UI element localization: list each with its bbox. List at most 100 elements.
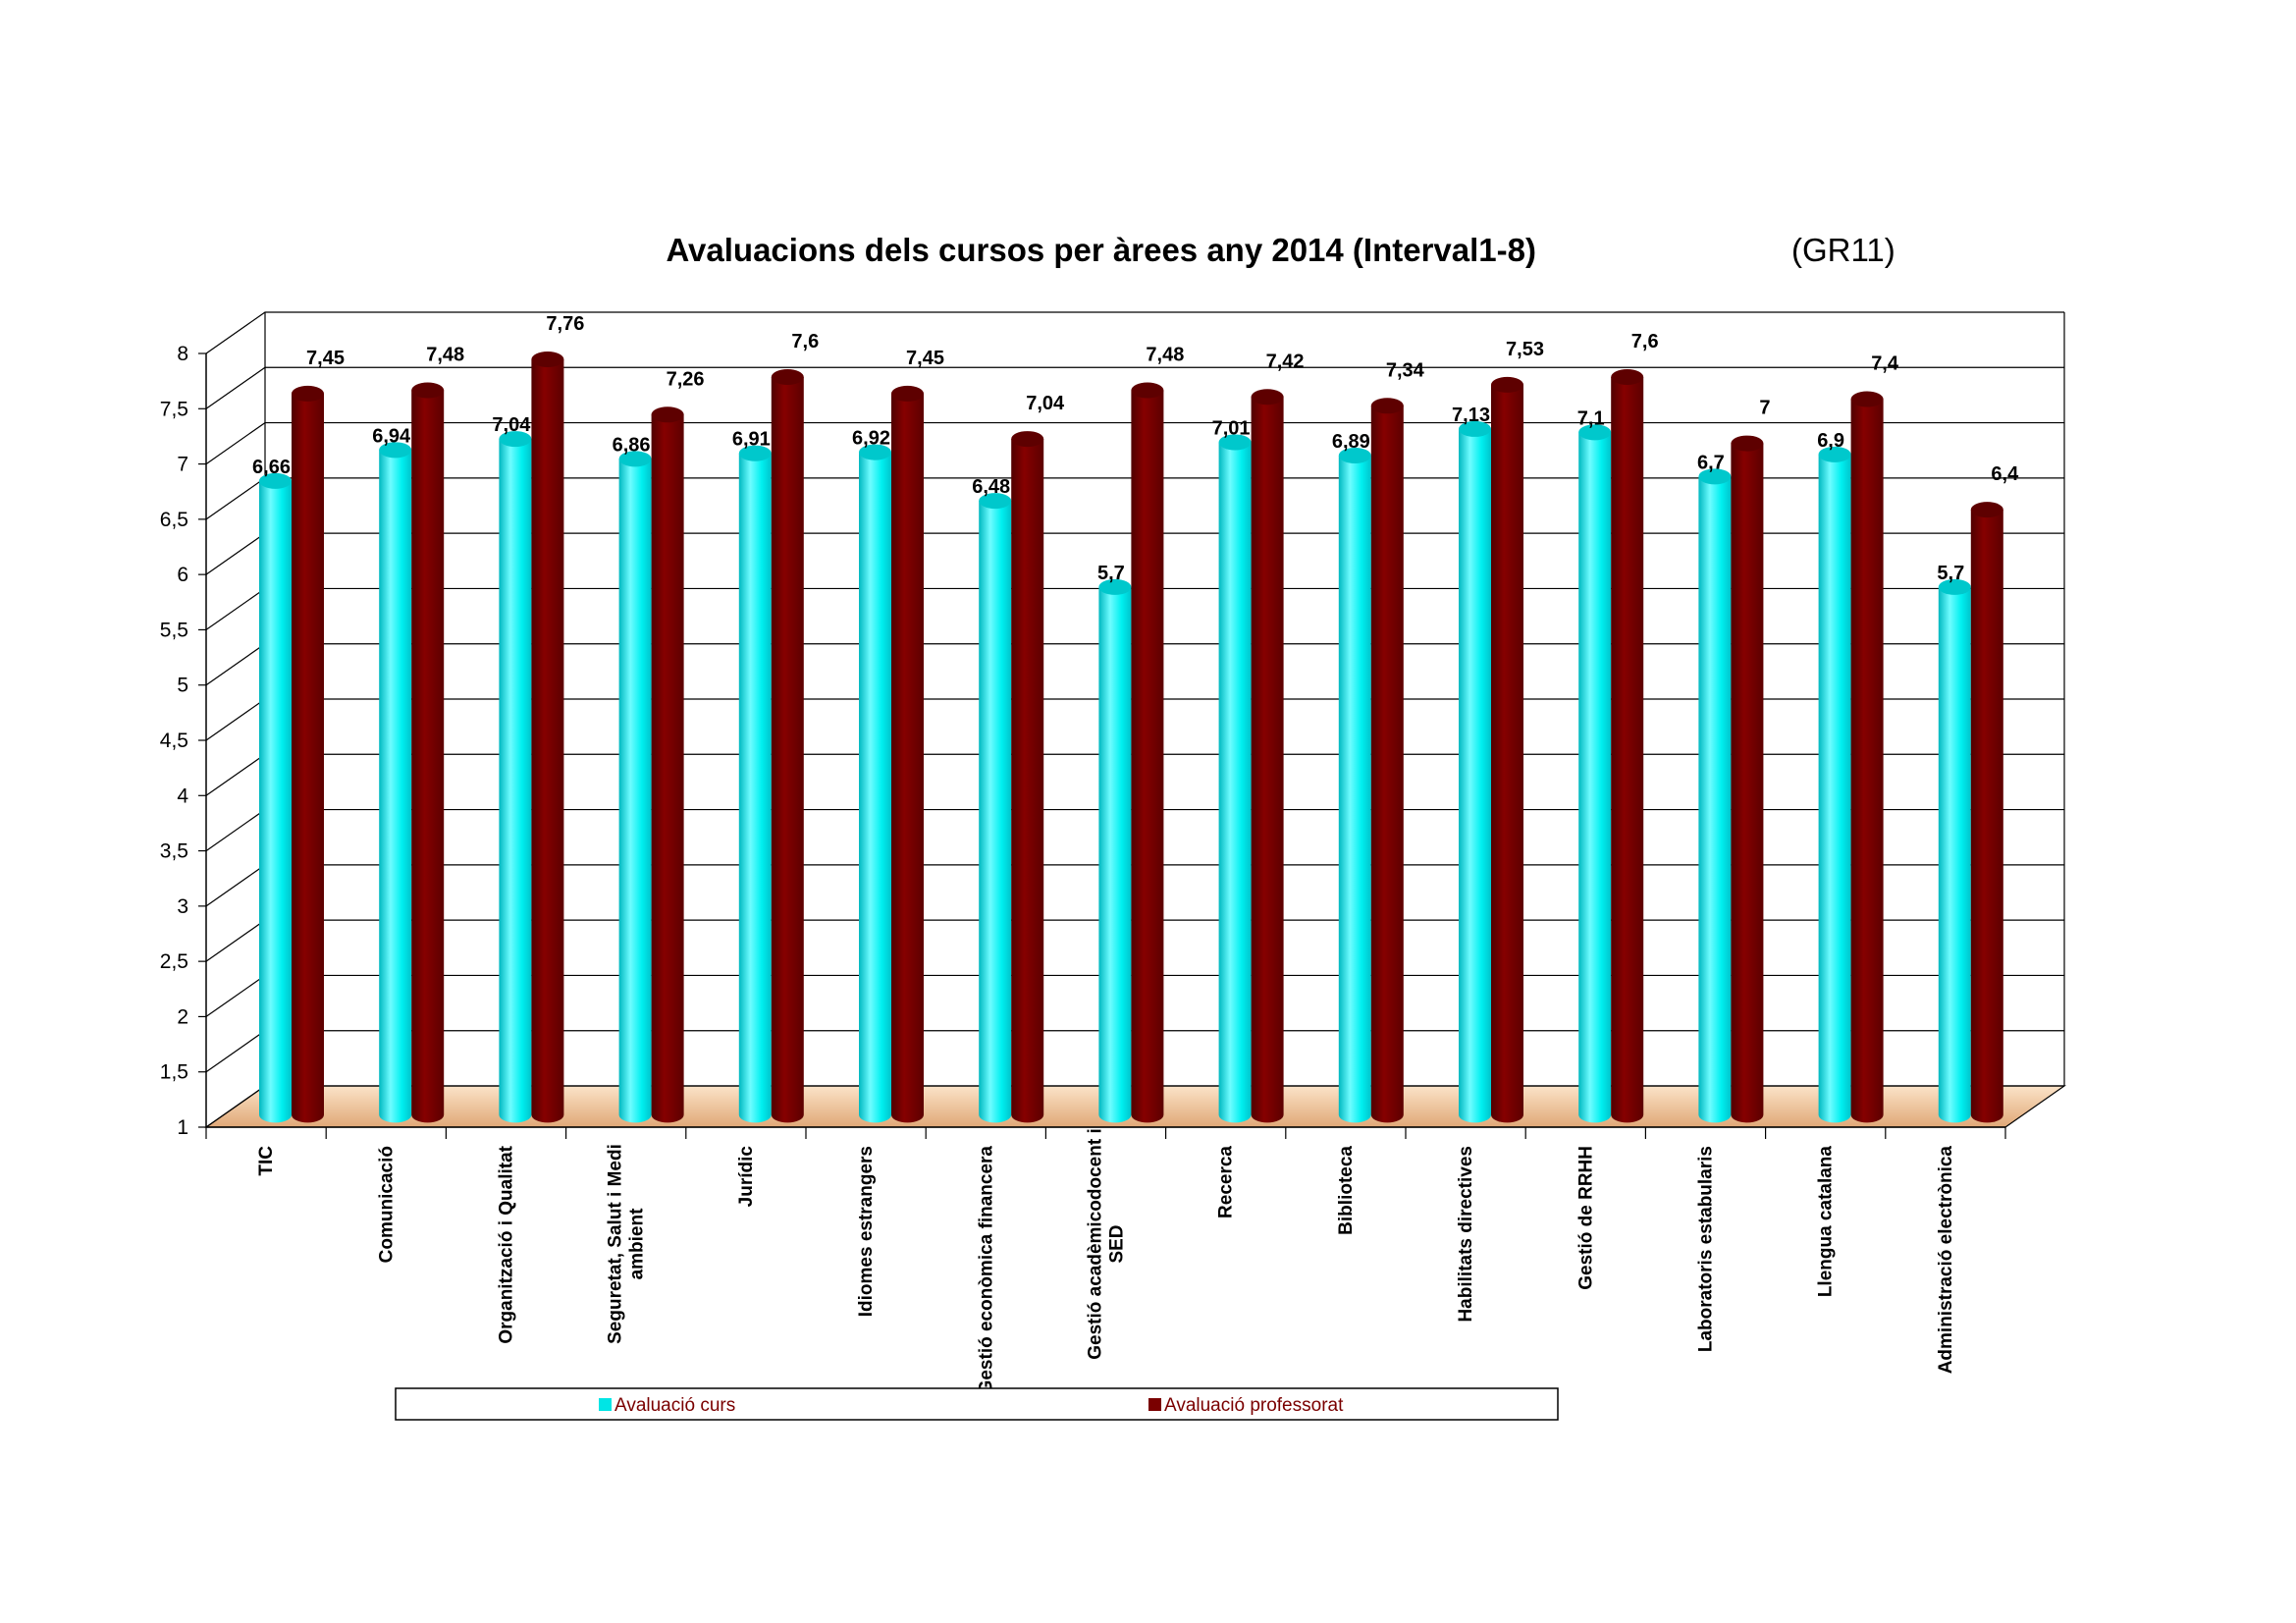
y-tick-label: 4 [177, 784, 188, 807]
bar-avaluacio-curs [618, 451, 652, 1123]
y-tick-label: 3,5 [160, 840, 188, 863]
x-category-label: Organització i Qualitat [497, 1145, 517, 1343]
bar-avaluacio-professorat [1731, 435, 1764, 1123]
bar-cap [1011, 431, 1044, 448]
bar-cap [651, 406, 684, 423]
data-label: 5,7 [1937, 563, 1964, 584]
bar-cap [531, 352, 564, 368]
y-tick-label: 5 [177, 675, 188, 697]
legend-box [395, 1387, 1559, 1421]
x-category-label: Gestió acadèmicodocent i [1086, 1128, 1106, 1359]
bar-avaluacio-professorat [1251, 389, 1284, 1123]
bar-body [499, 439, 532, 1123]
bar-body [259, 480, 292, 1123]
data-label: 6,7 [1697, 452, 1725, 473]
bar-avaluacio-professorat [1491, 376, 1523, 1123]
chart-title: Avaluacions dels cursos per àrees any 20… [666, 232, 1536, 268]
bar-cap [1131, 382, 1164, 399]
bar-avaluacio-curs [1338, 447, 1371, 1123]
bar-cap [1818, 446, 1851, 462]
bar-avaluacio-curs [259, 472, 292, 1123]
x-category-label: Idiomes estrangers [856, 1146, 877, 1317]
data-label: 6,48 [972, 476, 1010, 498]
bar-avaluacio-professorat [531, 352, 564, 1123]
x-category-label: Laboratoris estabularis [1696, 1146, 1717, 1352]
bar-cap [859, 444, 891, 460]
x-category-label: TIC [256, 1146, 277, 1176]
bar-body [411, 390, 445, 1123]
bar-avaluacio-professorat [1970, 502, 2003, 1123]
bar-cap [1578, 424, 1612, 441]
bar-avaluacio-professorat [891, 385, 924, 1123]
legend-swatch-curs [599, 1398, 612, 1411]
x-category-label: Administració electrònica [1936, 1146, 1956, 1375]
data-label: 7,53 [1506, 339, 1544, 360]
bar-cap [1938, 578, 1971, 595]
bar-avaluacio-curs [979, 493, 1012, 1123]
data-label: 7,45 [906, 348, 944, 369]
bar-body [1578, 432, 1612, 1123]
data-label: 6,94 [372, 425, 411, 447]
bar-avaluacio-professorat [1611, 369, 1644, 1123]
y-tick-label: 6,5 [160, 509, 188, 531]
bar-body [531, 359, 564, 1123]
bar-body [1131, 390, 1164, 1123]
legend-swatch-professorat [1148, 1398, 1161, 1411]
bar-cap [1218, 434, 1252, 451]
y-tick-label: 5,5 [160, 619, 188, 641]
data-label: 7,6 [791, 331, 819, 352]
bar-cap [738, 445, 772, 461]
data-label: 7,45 [306, 348, 345, 369]
bar-body [1731, 443, 1764, 1123]
y-tick-label: 1 [177, 1116, 188, 1139]
data-label: 6,4 [1991, 463, 2019, 485]
bar-cap [1491, 376, 1523, 393]
x-category-label: Gestió de RRHH [1575, 1146, 1596, 1290]
legend: Avaluació curs Avaluació professorat [395, 1387, 1559, 1421]
x-category-label: Gestió econòmica financera [976, 1146, 996, 1395]
bar-body [1459, 428, 1491, 1123]
data-label: 6,89 [1332, 431, 1370, 453]
data-label: 7,6 [1631, 331, 1659, 352]
data-label: 7,04 [1026, 393, 1065, 414]
bar-body [292, 393, 324, 1123]
data-label: 6,92 [852, 428, 890, 450]
data-label: 7,48 [1146, 345, 1184, 366]
bar-cap [499, 431, 532, 448]
x-category-label: Recerca [1216, 1146, 1237, 1218]
x-category-label: Comunicació [376, 1146, 397, 1263]
x-category-label: Seguretat, Salut i Medi [606, 1144, 626, 1344]
bar-avaluacio-professorat [1011, 431, 1044, 1123]
bar-avaluacio-curs [1578, 424, 1612, 1123]
bar-avaluacio-professorat [651, 406, 684, 1123]
y-tick-label: 4,5 [160, 730, 188, 752]
bar-avaluacio-curs [738, 445, 772, 1123]
y-tick-label: 1,5 [160, 1061, 188, 1084]
y-tick-label: 2,5 [160, 950, 188, 973]
y-tick-label: 7,5 [160, 398, 188, 420]
gridline [205, 311, 2064, 354]
bar-cap [618, 451, 652, 467]
bar-cap [259, 472, 292, 489]
bar-body [1491, 384, 1523, 1123]
bar-avaluacio-curs [379, 442, 412, 1123]
bar-body [738, 453, 772, 1123]
bar-cap [1251, 389, 1284, 406]
data-label: 7,48 [426, 345, 464, 366]
bar-body [651, 414, 684, 1123]
data-label: 7,4 [1871, 353, 1899, 375]
legend-label-curs: Avaluació curs [614, 1395, 735, 1416]
bar-body [1611, 377, 1644, 1123]
data-label: 5,7 [1097, 563, 1125, 584]
data-label: 6,86 [613, 434, 651, 456]
data-label: 7,34 [1386, 359, 1425, 381]
bar-body [1818, 454, 1851, 1123]
bar-avaluacio-professorat [411, 382, 445, 1123]
bar-body [618, 459, 652, 1123]
y-tick-label: 3 [177, 895, 188, 918]
bar-cap [1970, 502, 2003, 518]
bar-cap [1370, 398, 1404, 414]
bar-cap [1698, 468, 1732, 485]
data-label: 7,76 [546, 313, 584, 335]
